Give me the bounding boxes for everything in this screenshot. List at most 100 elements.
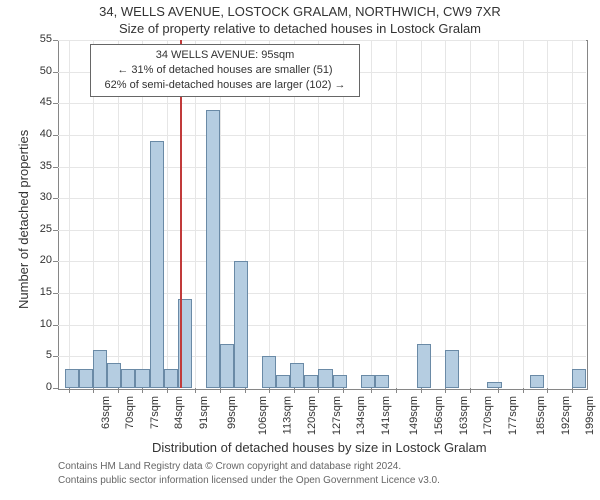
xtick-mark bbox=[547, 388, 548, 393]
gridline-v bbox=[69, 40, 70, 388]
xtick-label: 127sqm bbox=[331, 396, 343, 435]
xtick-label: 177sqm bbox=[507, 396, 519, 435]
histogram-bar bbox=[107, 363, 121, 388]
histogram-bar bbox=[290, 363, 304, 388]
attribution-footer: Contains HM Land Registry data © Crown c… bbox=[58, 460, 440, 487]
ytick-label: 35 bbox=[24, 160, 52, 172]
histogram-bar bbox=[79, 369, 93, 388]
gridline-h bbox=[58, 325, 586, 326]
ytick-mark bbox=[53, 261, 58, 262]
xtick-label: 170sqm bbox=[482, 396, 494, 435]
histogram-bar bbox=[572, 369, 586, 388]
histogram-bar bbox=[530, 375, 544, 388]
histogram-bar bbox=[220, 344, 234, 388]
ytick-label: 0 bbox=[24, 381, 52, 393]
chart-title-sub: Size of property relative to detached ho… bbox=[0, 21, 600, 36]
xtick-label: 192sqm bbox=[560, 396, 572, 435]
gridline-h bbox=[58, 103, 586, 104]
gridline-v bbox=[547, 40, 548, 388]
ytick-label: 45 bbox=[24, 96, 52, 108]
xtick-label: 63sqm bbox=[100, 396, 112, 429]
ytick-mark bbox=[53, 103, 58, 104]
histogram-bar bbox=[164, 369, 178, 388]
histogram-bar bbox=[417, 344, 431, 388]
xtick-mark bbox=[343, 388, 344, 393]
gridline-v bbox=[498, 40, 499, 388]
xtick-mark bbox=[572, 388, 573, 393]
footer-line-2: Contains public sector information licen… bbox=[58, 474, 440, 488]
gridline-v bbox=[445, 40, 446, 388]
xtick-mark bbox=[142, 388, 143, 393]
gridline-v bbox=[572, 40, 573, 388]
xtick-mark bbox=[498, 388, 499, 393]
histogram-bar bbox=[487, 382, 501, 388]
annotation-box: 34 WELLS AVENUE: 95sqm ← 31% of detached… bbox=[90, 44, 360, 97]
xtick-mark bbox=[523, 388, 524, 393]
xtick-label: 134sqm bbox=[356, 396, 368, 435]
xtick-label: 149sqm bbox=[408, 396, 420, 435]
ytick-label: 5 bbox=[24, 349, 52, 361]
xtick-label: 106sqm bbox=[257, 396, 269, 435]
xtick-label: 199sqm bbox=[584, 396, 596, 435]
annotation-line-2: ← 31% of detached houses are smaller (51… bbox=[97, 63, 353, 78]
xtick-mark bbox=[220, 388, 221, 393]
xtick-mark bbox=[445, 388, 446, 393]
histogram-bar bbox=[318, 369, 332, 388]
ytick-mark bbox=[53, 230, 58, 231]
gridline-h bbox=[58, 261, 586, 262]
xtick-mark bbox=[396, 388, 397, 393]
histogram-bar bbox=[135, 369, 149, 388]
histogram-bar bbox=[93, 350, 107, 388]
ytick-mark bbox=[53, 40, 58, 41]
chart-title-main: 34, WELLS AVENUE, LOSTOCK GRALAM, NORTHW… bbox=[0, 4, 600, 19]
ytick-label: 25 bbox=[24, 223, 52, 235]
gridline-v bbox=[371, 40, 372, 388]
ytick-mark bbox=[53, 72, 58, 73]
gridline-v bbox=[523, 40, 524, 388]
xtick-label: 70sqm bbox=[124, 396, 136, 429]
y-axis-title: Number of detached properties bbox=[16, 130, 31, 309]
ytick-mark bbox=[53, 325, 58, 326]
xtick-mark bbox=[421, 388, 422, 393]
gridline-v bbox=[470, 40, 471, 388]
xtick-mark bbox=[245, 388, 246, 393]
histogram-bar bbox=[234, 261, 248, 388]
xtick-mark bbox=[69, 388, 70, 393]
xtick-label: 91sqm bbox=[198, 396, 210, 429]
histogram-bar bbox=[445, 350, 459, 388]
xtick-label: 120sqm bbox=[306, 396, 318, 435]
gridline-h bbox=[58, 230, 586, 231]
gridline-h bbox=[58, 356, 586, 357]
ytick-label: 30 bbox=[24, 191, 52, 203]
xtick-mark bbox=[118, 388, 119, 393]
histogram-bar bbox=[150, 141, 164, 388]
xtick-mark bbox=[167, 388, 168, 393]
ytick-label: 55 bbox=[24, 33, 52, 45]
gridline-v bbox=[396, 40, 397, 388]
ytick-mark bbox=[53, 356, 58, 357]
xtick-label: 156sqm bbox=[433, 396, 445, 435]
ytick-label: 15 bbox=[24, 286, 52, 298]
xtick-mark bbox=[93, 388, 94, 393]
gridline-h bbox=[58, 40, 586, 41]
ytick-label: 50 bbox=[24, 65, 52, 77]
ytick-label: 40 bbox=[24, 128, 52, 140]
ytick-label: 20 bbox=[24, 254, 52, 266]
xtick-mark bbox=[371, 388, 372, 393]
annotation-line-1: 34 WELLS AVENUE: 95sqm bbox=[97, 48, 353, 63]
chart-root: 34, WELLS AVENUE, LOSTOCK GRALAM, NORTHW… bbox=[0, 0, 600, 500]
xtick-label: 163sqm bbox=[458, 396, 470, 435]
ytick-mark bbox=[53, 135, 58, 136]
xtick-label: 99sqm bbox=[226, 396, 238, 429]
xtick-mark bbox=[269, 388, 270, 393]
xtick-label: 141sqm bbox=[380, 396, 392, 435]
ytick-mark bbox=[53, 293, 58, 294]
gridline-h bbox=[58, 293, 586, 294]
histogram-bar bbox=[361, 375, 375, 388]
ytick-mark bbox=[53, 388, 58, 389]
ytick-label: 10 bbox=[24, 318, 52, 330]
histogram-bar bbox=[333, 375, 347, 388]
histogram-bar bbox=[375, 375, 389, 388]
histogram-bar bbox=[121, 369, 135, 388]
x-axis-title: Distribution of detached houses by size … bbox=[152, 440, 487, 455]
